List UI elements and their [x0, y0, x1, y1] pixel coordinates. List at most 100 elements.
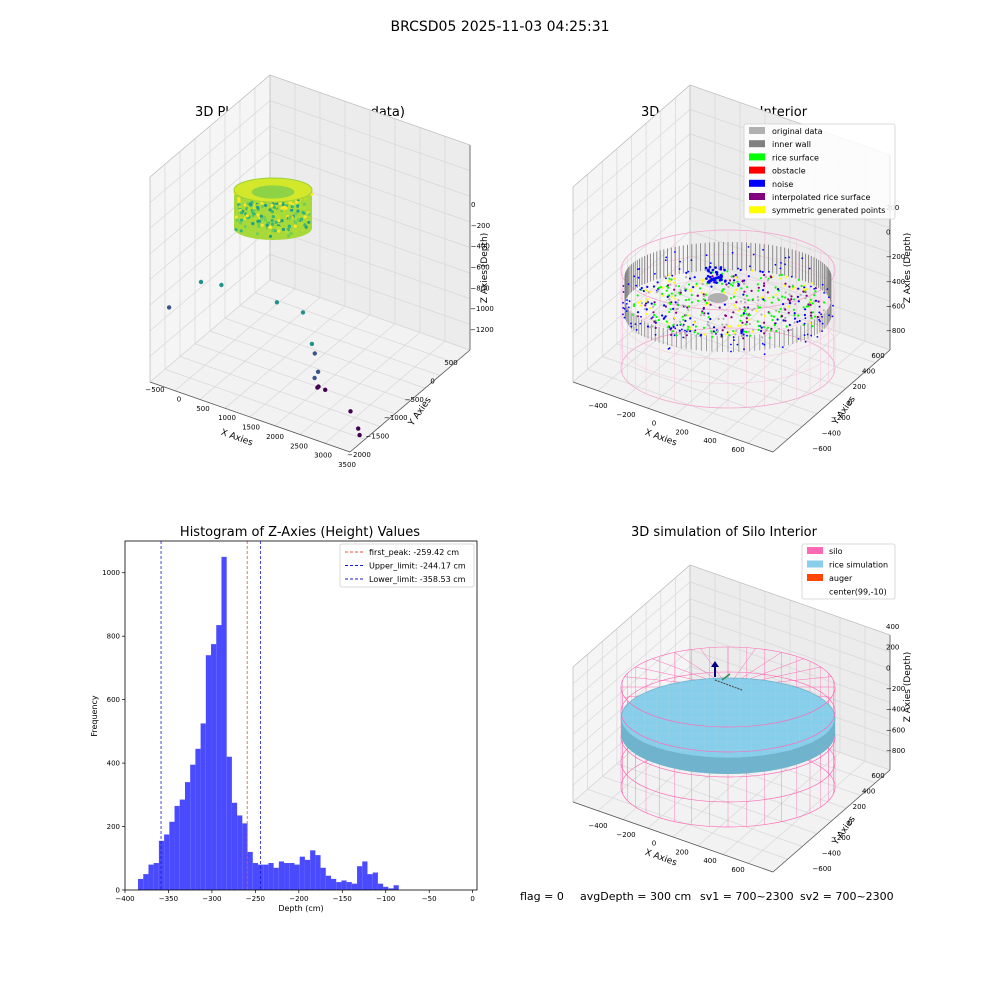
cluster-point — [277, 215, 281, 219]
classified-point — [748, 314, 751, 317]
classified-point — [777, 298, 781, 302]
classified-point — [774, 293, 778, 296]
noise-point — [743, 348, 745, 351]
classified-point — [792, 298, 796, 301]
x-tick-label: −250 — [246, 895, 265, 903]
hist-frame — [124, 540, 478, 891]
panel-classify: 3D classify of Silo Interior −400−200020… — [572, 84, 913, 454]
footer-sv1: sv1 = 700~2300 — [700, 890, 794, 903]
noise-point — [723, 268, 726, 272]
noise-point — [639, 322, 642, 325]
classify-y-tick: 600 — [871, 352, 884, 360]
classified-point — [692, 286, 695, 289]
histogram-bar — [346, 882, 352, 890]
classified-point — [747, 306, 750, 309]
classified-point — [684, 319, 687, 322]
histogram-bar — [174, 805, 180, 890]
noise-point — [627, 283, 630, 285]
noise-point — [625, 303, 628, 305]
cluster-point — [307, 220, 311, 224]
cluster-point — [289, 231, 293, 236]
back-grid-line — [269, 100, 471, 171]
noise-point — [819, 320, 821, 323]
histogram-bar — [216, 625, 222, 890]
noise-point — [801, 257, 804, 260]
histogram-bar — [237, 815, 243, 890]
noise-point — [781, 346, 784, 348]
classify-points — [622, 246, 834, 356]
classified-point — [756, 304, 759, 307]
cluster-point — [300, 217, 304, 221]
sim-z-tick: −800 — [886, 747, 905, 755]
noise-point — [674, 251, 676, 253]
classified-point — [734, 306, 737, 309]
legend-swatch — [749, 179, 765, 187]
classified-point — [661, 286, 665, 289]
classified-point — [721, 288, 725, 291]
classified-point — [684, 304, 687, 308]
classified-point — [718, 306, 721, 309]
noise-point — [763, 353, 766, 356]
cluster-point — [256, 219, 260, 223]
classified-point — [790, 328, 793, 331]
classified-point — [672, 324, 675, 327]
classified-point — [775, 329, 778, 333]
sim-x-tick: 0 — [652, 840, 656, 848]
raw-x-tick: 2500 — [290, 442, 308, 450]
classified-point — [650, 302, 653, 305]
classified-point — [784, 291, 787, 294]
cluster-point — [254, 217, 258, 221]
histogram-bar — [289, 863, 295, 890]
noise-point — [684, 329, 686, 332]
classified-point — [728, 280, 731, 283]
cluster-point — [296, 218, 300, 222]
classified-point — [672, 330, 675, 333]
classified-point — [662, 294, 665, 297]
outlier-point — [274, 300, 280, 305]
classified-point — [665, 289, 668, 292]
cluster-point — [302, 202, 306, 206]
classified-point — [809, 300, 812, 303]
classified-point — [743, 330, 746, 333]
classified-point — [701, 283, 704, 286]
noise-point — [803, 322, 806, 325]
histogram-bar — [231, 802, 238, 890]
legend-swatch — [749, 127, 765, 134]
cluster-point — [239, 218, 244, 222]
classified-point — [663, 275, 666, 278]
noise-point — [761, 342, 764, 345]
classified-point — [703, 333, 706, 336]
y-tick-label: 400 — [107, 760, 120, 768]
classified-point — [668, 277, 671, 280]
classified-point — [791, 285, 795, 288]
hist-title: Histogram of Z-Axies (Height) Values — [180, 525, 420, 540]
outlier-point — [198, 279, 204, 285]
classified-point — [709, 327, 712, 330]
classified-point — [655, 315, 658, 318]
sim-y-ticks: 600 400 2000 −200 −400 −600 — [812, 772, 884, 873]
classified-point — [747, 275, 750, 278]
classify-z-tick: 0 — [886, 229, 890, 237]
classified-point — [672, 325, 675, 328]
classified-point — [797, 314, 800, 317]
noise-point — [715, 281, 718, 285]
legend-swatch — [749, 206, 765, 214]
classified-point — [722, 317, 725, 320]
cluster-point — [267, 232, 271, 236]
outlier-point — [309, 341, 315, 347]
cluster-point — [262, 215, 266, 219]
noise-point — [746, 334, 748, 337]
cluster-point — [302, 206, 307, 210]
classified-point — [687, 325, 690, 328]
classified-point — [785, 275, 789, 278]
classified-point — [759, 270, 762, 273]
cluster-point — [300, 221, 304, 225]
noise-point — [715, 333, 717, 335]
classified-point — [775, 309, 778, 312]
raw-z-tick: −1200 — [470, 326, 494, 334]
floor-grid-line — [660, 305, 861, 376]
classified-point — [704, 293, 708, 296]
classified-point — [778, 327, 781, 330]
classified-point — [804, 308, 807, 311]
classified-point — [636, 294, 639, 297]
